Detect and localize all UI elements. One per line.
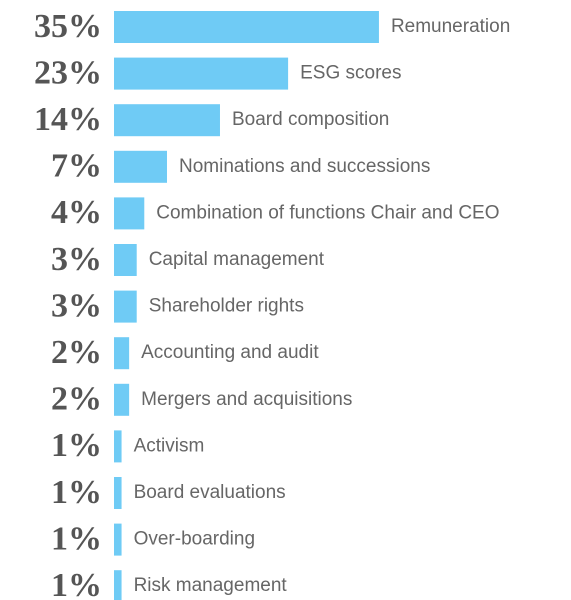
bar bbox=[114, 337, 130, 370]
value-label: 14% bbox=[34, 101, 102, 138]
value-label: 7% bbox=[51, 148, 102, 185]
value-label: 2% bbox=[51, 334, 102, 371]
bar bbox=[114, 570, 122, 600]
bar bbox=[114, 290, 137, 323]
value-label: 4% bbox=[51, 194, 102, 231]
bar bbox=[114, 523, 122, 556]
value-label: 1% bbox=[51, 427, 102, 464]
bar bbox=[114, 477, 122, 509]
bar bbox=[114, 244, 137, 276]
value-label: 1% bbox=[51, 520, 102, 557]
category-label: Activism bbox=[134, 435, 205, 456]
value-label: 23% bbox=[34, 54, 102, 91]
value-label: 1% bbox=[51, 474, 102, 511]
bar bbox=[114, 383, 130, 416]
category-label: Combination of functions Chair and CEO bbox=[156, 202, 499, 223]
category-label: Over-boarding bbox=[134, 529, 255, 550]
category-label: Remuneration bbox=[391, 16, 510, 37]
category-label: Shareholder rights bbox=[149, 296, 304, 317]
value-label: 1% bbox=[51, 567, 102, 600]
value-label: 3% bbox=[51, 287, 102, 324]
category-label: Nominations and successions bbox=[179, 156, 430, 177]
category-label: Accounting and audit bbox=[141, 342, 319, 363]
category-label: Board composition bbox=[232, 109, 389, 130]
bar bbox=[114, 197, 145, 230]
bar bbox=[114, 57, 289, 90]
category-label: Mergers and acquisitions bbox=[141, 389, 352, 410]
category-label: ESG scores bbox=[300, 63, 401, 84]
value-label: 3% bbox=[51, 241, 102, 278]
bar bbox=[114, 104, 220, 137]
bar bbox=[114, 150, 167, 183]
bar bbox=[114, 11, 379, 43]
bar bbox=[114, 430, 122, 463]
value-label: 35% bbox=[34, 8, 102, 45]
category-label: Board evaluations bbox=[134, 482, 286, 503]
category-label: Risk management bbox=[134, 575, 288, 596]
category-label: Capital management bbox=[149, 249, 325, 270]
value-label: 2% bbox=[51, 381, 102, 418]
